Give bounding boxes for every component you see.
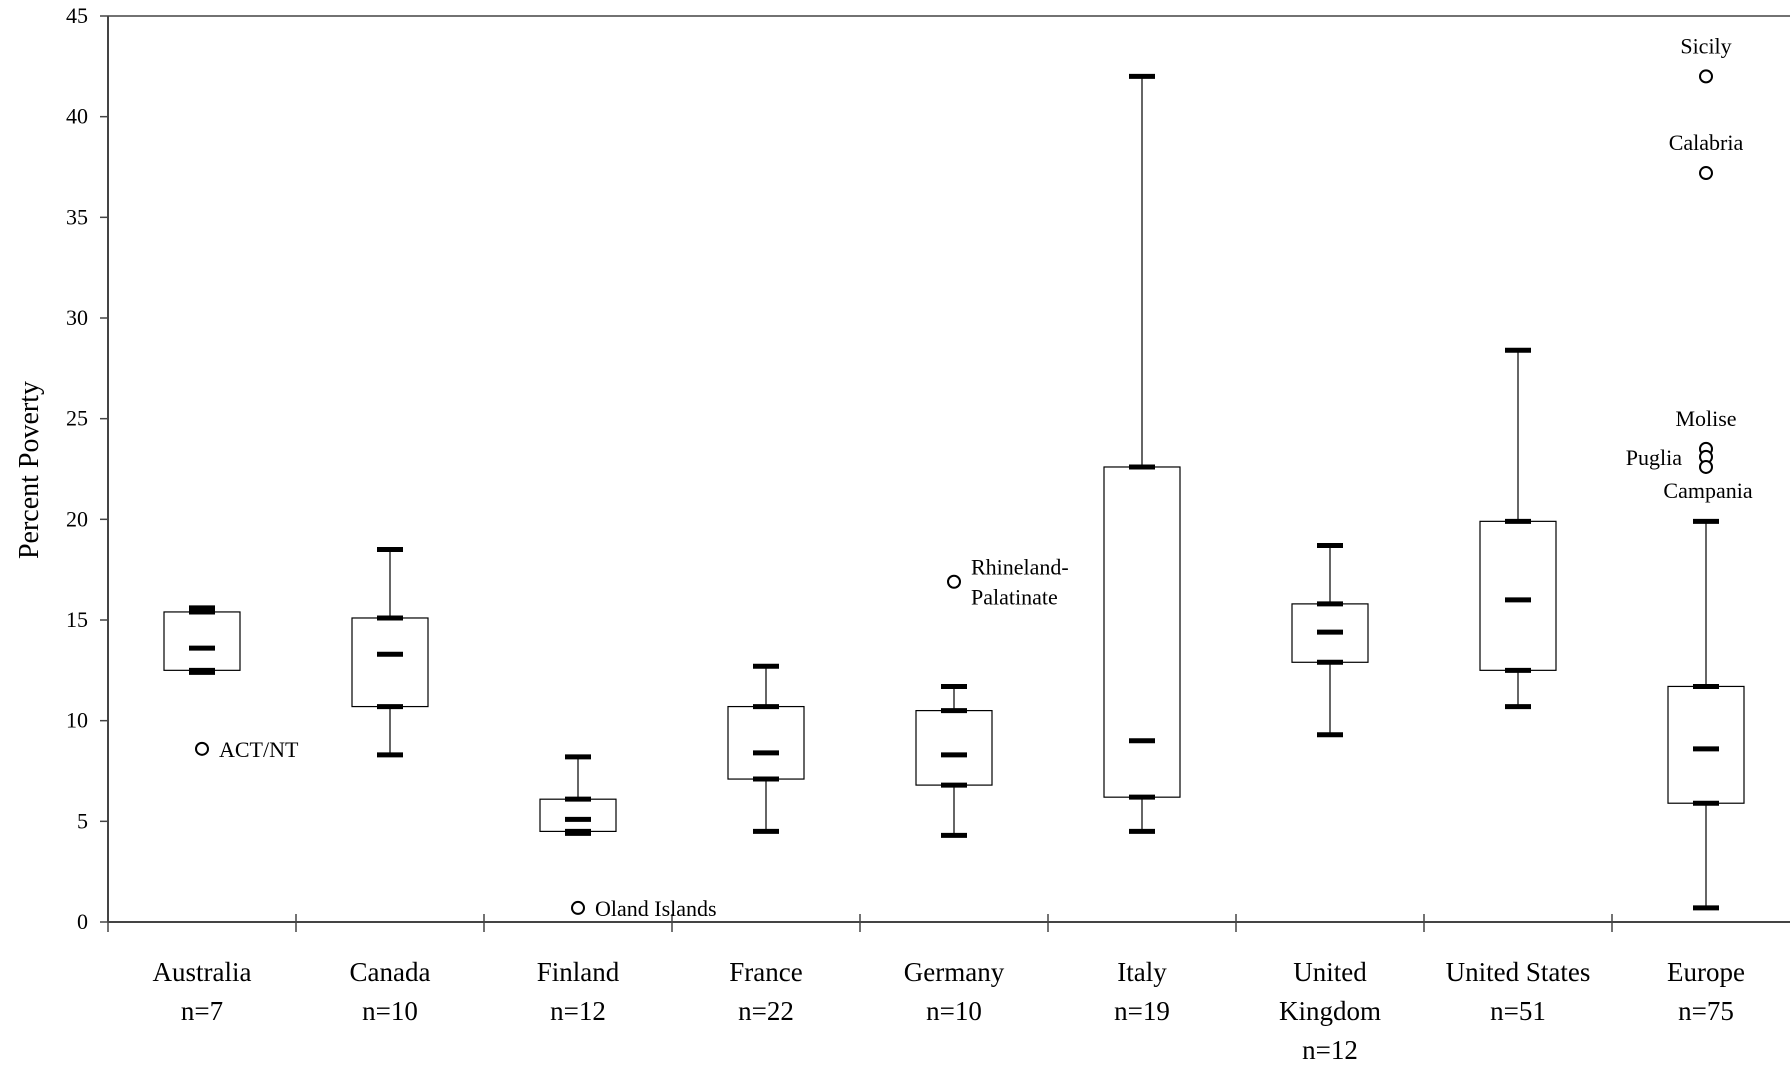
box-iqr	[351, 617, 429, 708]
box-iqr	[1479, 520, 1557, 671]
y-tick-label: 20	[66, 506, 88, 531]
category-label-line: n=75	[1678, 996, 1734, 1026]
outlier-label: Oland Islands	[595, 896, 717, 921]
category-label-line: n=12	[1302, 1035, 1358, 1065]
category-label: United States n=51	[1446, 957, 1591, 1026]
y-tick-label: 0	[77, 909, 88, 934]
category-label-line: Finland	[537, 957, 620, 987]
box-1	[351, 547, 429, 758]
outliers: ACT/NT Oland Islands Rhineland- Palatinate S…	[195, 33, 1753, 921]
axes	[100, 15, 1790, 932]
category-label: Europe n=75	[1667, 957, 1745, 1026]
category-label-line: Germany	[904, 957, 1005, 987]
boxes	[163, 73, 1745, 911]
category-label-line: n=19	[1114, 996, 1170, 1026]
y-tick-label: 30	[66, 305, 88, 330]
outlier-point	[1699, 69, 1713, 84]
y-tick-label: 45	[66, 3, 88, 28]
outlier-point	[947, 574, 961, 589]
category-label-line: n=10	[926, 996, 982, 1026]
category-label-line: n=7	[181, 996, 223, 1026]
box-iqr	[1103, 466, 1181, 798]
category-label: United Kingdom n=12	[1279, 957, 1381, 1065]
y-axis-label: Percent Poverty	[14, 381, 45, 559]
category-label-line: n=10	[362, 996, 418, 1026]
box-7	[1479, 347, 1557, 710]
y-tick-label: 5	[77, 808, 88, 833]
category-label-line: United States	[1446, 957, 1591, 987]
box-8	[1667, 518, 1745, 911]
category-label-line: Australia	[153, 957, 252, 987]
box-iqr	[727, 705, 805, 780]
box-6	[1291, 543, 1369, 738]
box-4	[915, 683, 993, 838]
y-tick-label: 15	[66, 607, 88, 632]
y-tick-labels: 0 5 10 15 20 25 30 35 40 45	[66, 3, 88, 934]
category-label: Australia n=7	[153, 957, 252, 1026]
category-label: France n=22	[729, 957, 802, 1026]
outlier-label: ACT/NT	[219, 737, 299, 762]
y-tick-label: 10	[66, 708, 88, 733]
outlier-label: Calabria	[1669, 130, 1744, 155]
category-label-line: United	[1293, 957, 1367, 987]
category-label: Germany n=10	[904, 957, 1005, 1026]
box-iqr	[163, 611, 241, 671]
box-2	[539, 754, 617, 836]
category-label-line: France	[729, 957, 802, 987]
category-label: Italy n=19	[1114, 957, 1170, 1026]
category-label-line: Italy	[1117, 957, 1167, 987]
box-iqr	[1667, 685, 1745, 804]
category-label: Canada n=10	[350, 957, 431, 1026]
category-labels: Australia n=7 Canada n=10 Finland n=12 France n…	[153, 957, 1745, 1065]
category-label-line: n=22	[738, 996, 794, 1026]
outlier-label: Campania	[1663, 478, 1752, 503]
box-iqr	[539, 798, 617, 832]
category-label-line: n=51	[1490, 996, 1546, 1026]
outlier-label: Sicily	[1680, 33, 1731, 58]
category-label-line: Kingdom	[1279, 996, 1381, 1026]
box-3	[727, 663, 805, 834]
category-label: Finland n=12	[537, 957, 620, 1026]
y-tick-label: 25	[66, 406, 88, 431]
outlier-label: Puglia	[1626, 445, 1682, 470]
category-label-line: n=12	[550, 996, 606, 1026]
category-label-line: Canada	[350, 957, 431, 987]
outlier-point	[195, 741, 209, 756]
outlier-point	[1699, 166, 1713, 181]
box-0	[163, 605, 241, 675]
y-tick-label: 35	[66, 204, 88, 229]
y-tick-label: 40	[66, 104, 88, 129]
outlier-label: Palatinate	[971, 585, 1058, 610]
outlier-label: Rhineland-	[971, 555, 1069, 580]
outlier-point	[1699, 459, 1713, 474]
outlier-point	[571, 900, 585, 915]
box-5	[1103, 73, 1181, 834]
box-iqr	[915, 709, 993, 786]
category-label-line: Europe	[1667, 957, 1745, 987]
outlier-label: Molise	[1675, 406, 1736, 431]
